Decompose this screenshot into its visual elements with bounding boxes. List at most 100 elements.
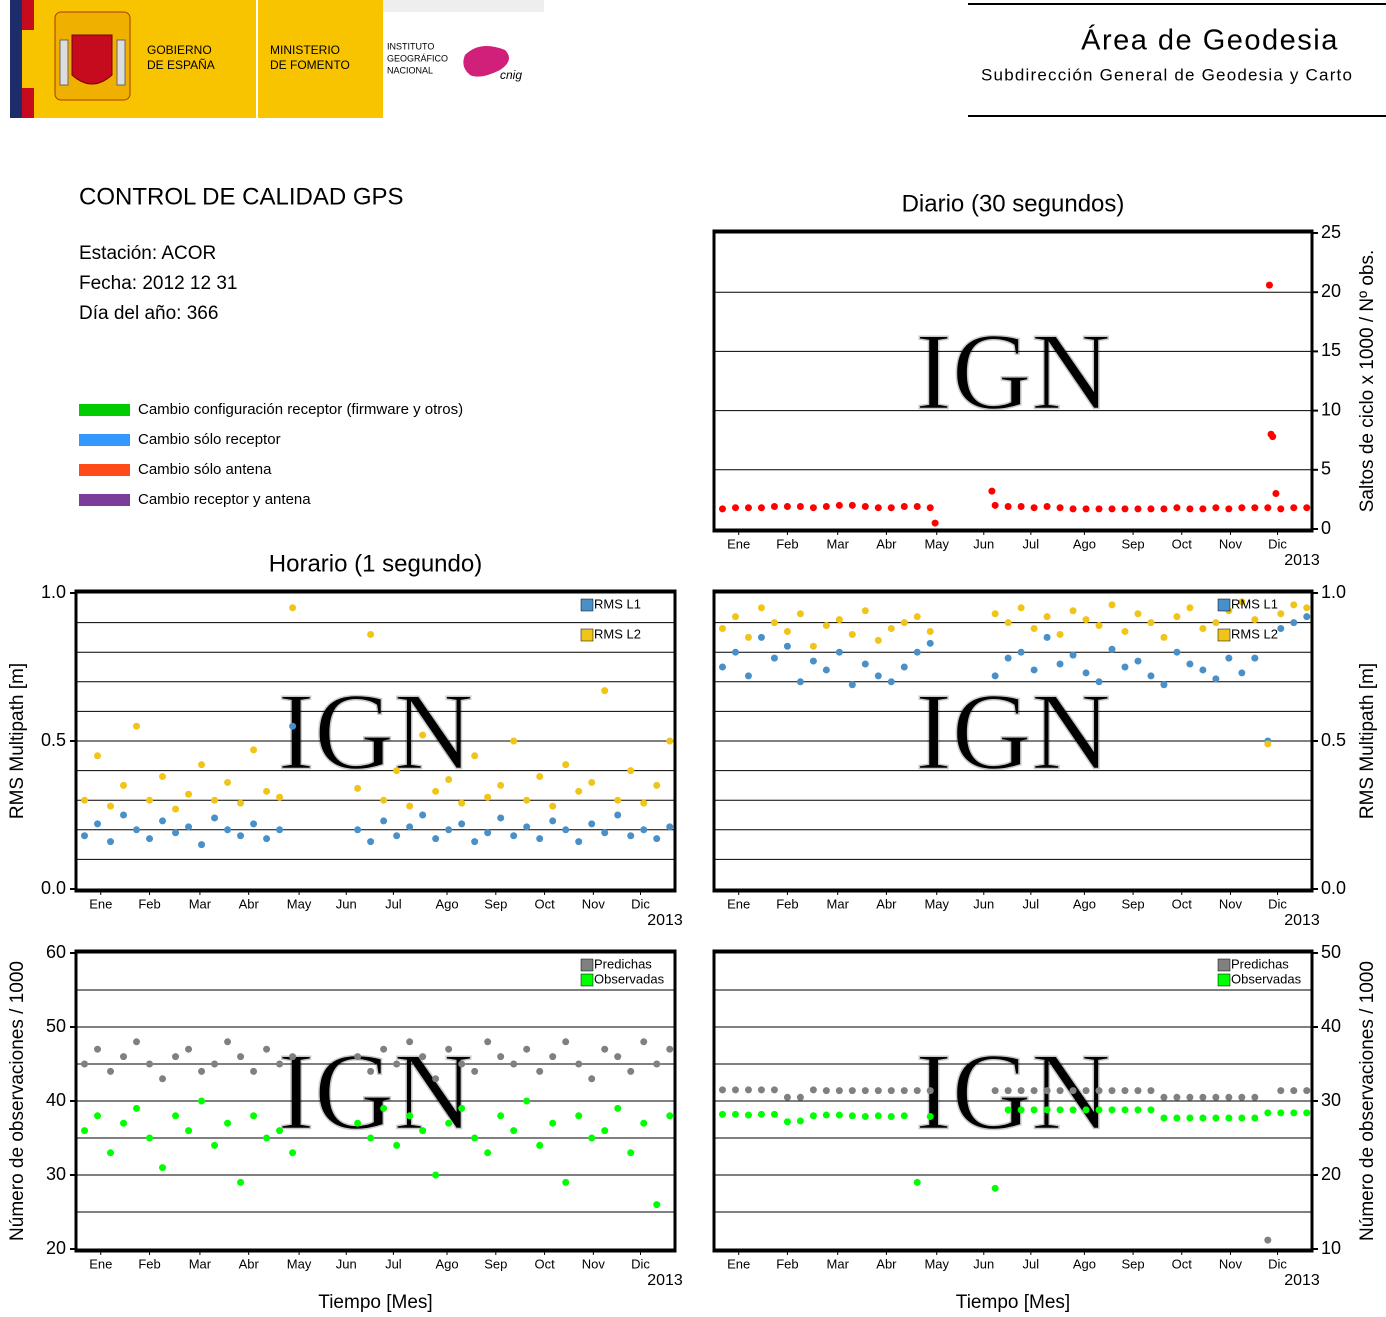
x-tick-label: May	[287, 896, 312, 911]
point	[1277, 625, 1285, 633]
x-tick-label: Mar	[827, 1256, 850, 1271]
point	[627, 832, 635, 840]
point	[380, 1104, 388, 1112]
legend-swatch	[580, 598, 594, 612]
point	[185, 1127, 193, 1135]
point	[536, 773, 544, 781]
point	[211, 796, 219, 804]
x-tick-label: Dic	[1268, 536, 1287, 551]
point	[510, 1127, 518, 1135]
x-tick-label: Dic	[1268, 1256, 1287, 1271]
y-tick-label: 5	[1321, 459, 1331, 479]
x-tick-label: Dic	[631, 896, 650, 911]
point	[484, 1149, 492, 1157]
point	[159, 1075, 167, 1083]
point	[731, 1086, 739, 1094]
date: Fecha: 2012 12 31	[79, 273, 237, 294]
point	[926, 1087, 934, 1095]
point	[432, 835, 440, 843]
y-tick-label: 60	[46, 942, 66, 962]
point	[1147, 619, 1155, 627]
point	[1082, 505, 1090, 513]
point	[1108, 645, 1116, 653]
x-tick-label: Abr	[876, 896, 897, 911]
point	[237, 1053, 245, 1061]
point	[1238, 598, 1246, 606]
point	[887, 678, 895, 686]
point	[1069, 607, 1077, 615]
point	[367, 838, 375, 846]
point	[133, 722, 141, 730]
point	[133, 1038, 141, 1046]
point	[887, 504, 895, 512]
point	[237, 1178, 245, 1186]
point	[1277, 505, 1285, 513]
x-tick-label: Feb	[776, 896, 798, 911]
point	[1017, 648, 1025, 656]
point	[848, 1112, 856, 1120]
point	[1251, 654, 1259, 662]
point	[1030, 1087, 1038, 1095]
point	[1030, 625, 1038, 633]
point	[822, 1111, 830, 1119]
point	[172, 1112, 180, 1120]
x-tick-label: May	[924, 536, 949, 551]
point	[1004, 503, 1012, 511]
point	[1212, 1093, 1220, 1101]
point	[471, 1067, 479, 1075]
x-tick-label: Feb	[776, 1256, 798, 1271]
point	[172, 829, 180, 837]
point	[406, 1038, 414, 1046]
x-tick-label: Nov	[582, 1256, 606, 1271]
point	[198, 761, 206, 769]
point	[159, 817, 167, 825]
point	[1212, 1114, 1220, 1122]
y-tick-label: 1.0	[41, 582, 66, 602]
point	[1004, 654, 1012, 662]
change-label: Cambio configuración receptor (firmware …	[138, 401, 463, 418]
point	[224, 778, 232, 786]
x-tick-label: Jul	[385, 1256, 402, 1271]
point	[1095, 622, 1103, 630]
watermark: IGN	[915, 310, 1111, 432]
institute-text: INSTITUTO	[387, 41, 434, 51]
point	[653, 835, 661, 843]
point	[1173, 613, 1181, 621]
point	[1251, 504, 1259, 512]
x-tick-label: Oct	[1172, 1256, 1193, 1271]
x-tick-label: Dic	[631, 1256, 650, 1271]
y-tick-label: 20	[1321, 1164, 1341, 1184]
point	[107, 1067, 115, 1075]
coat-of-arms	[54, 11, 131, 101]
x-tick-label: Mar	[827, 896, 850, 911]
point	[1212, 619, 1220, 627]
year-label: 2013	[647, 912, 683, 929]
point	[250, 1067, 258, 1075]
point	[1147, 1106, 1155, 1114]
point	[471, 1134, 479, 1142]
legend-label: Predichas	[1231, 956, 1289, 971]
change-swatch	[79, 494, 130, 506]
y-tick-label: 0.5	[41, 730, 66, 750]
point	[393, 767, 401, 775]
y-tick-label: 1.0	[1321, 582, 1346, 602]
point	[1069, 1106, 1077, 1114]
point	[419, 811, 427, 819]
point	[1186, 604, 1194, 612]
point	[848, 630, 856, 638]
flag-strip-yellow	[22, 30, 34, 88]
point	[1290, 1109, 1298, 1117]
x-tick-label: Nov	[582, 896, 606, 911]
point	[146, 1060, 154, 1068]
y-tick-label: 50	[46, 1016, 66, 1036]
point	[1199, 1093, 1207, 1101]
x-tick-label: Feb	[138, 896, 160, 911]
point	[81, 1127, 89, 1135]
point	[848, 681, 856, 689]
point	[848, 501, 856, 509]
point	[1108, 1106, 1116, 1114]
point	[1017, 503, 1025, 511]
x-tick-label: May	[287, 1256, 312, 1271]
point	[198, 841, 206, 849]
point	[289, 1149, 297, 1157]
